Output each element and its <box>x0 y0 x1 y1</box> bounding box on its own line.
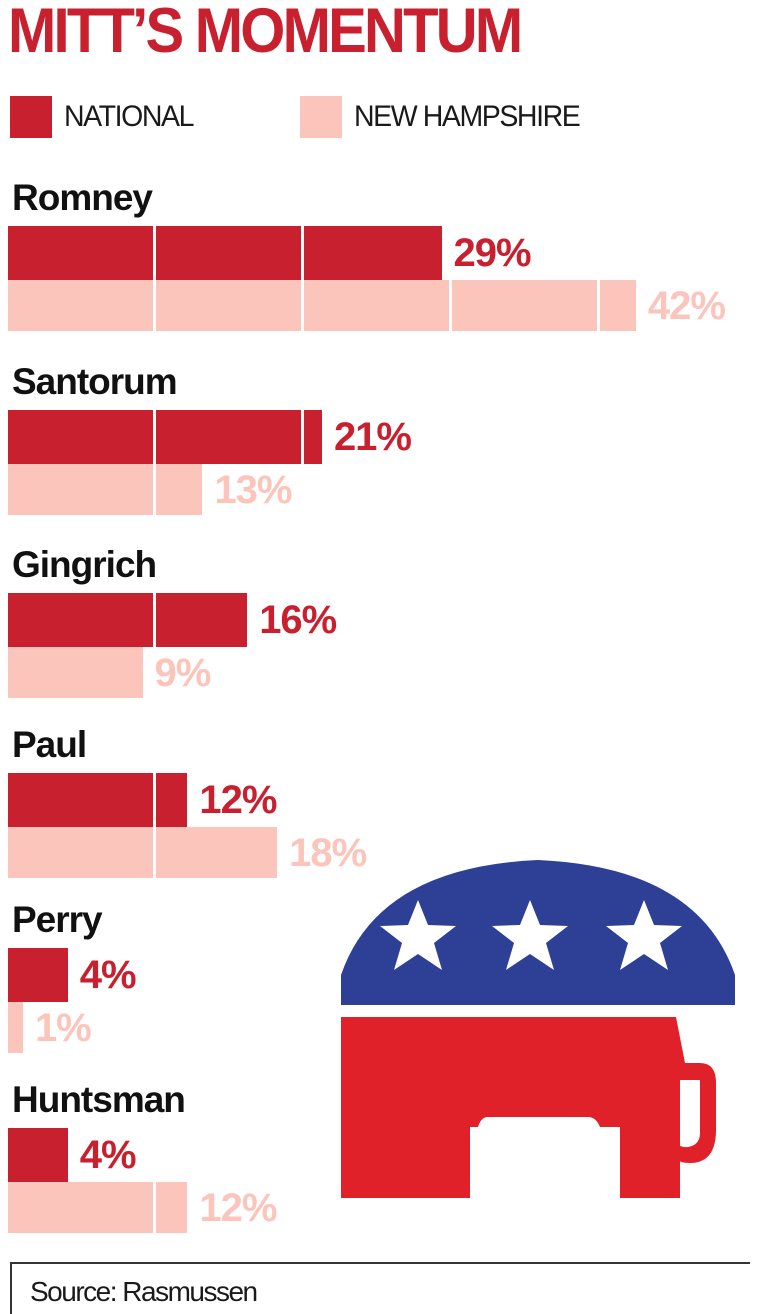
bar-new-hampshire-romney <box>8 280 636 331</box>
bar-segment <box>8 1182 153 1233</box>
value-label-new-hampshire-romney: 42% <box>647 283 726 328</box>
legend-label-new-hampshire: NEW HAMPSHIRE <box>354 100 581 133</box>
logo-star-1-icon <box>380 900 456 970</box>
bar-segment <box>8 1128 68 1182</box>
bar-segment <box>156 827 278 878</box>
candidate-name-perry: Perry <box>12 899 103 940</box>
source-frame-horizontal <box>10 1262 750 1264</box>
bar-segment <box>8 410 153 464</box>
bar-segment <box>156 410 301 464</box>
bar-national-huntsman <box>8 1128 68 1182</box>
bar-new-hampshire-paul <box>8 827 278 878</box>
source-frame-vertical <box>10 1262 12 1314</box>
candidate-name-paul: Paul <box>12 724 87 765</box>
chart-title: MITT’S MOMENTUM <box>8 0 523 66</box>
value-label-national-romney: 29% <box>453 231 532 275</box>
source-note: Source: Rasmussen <box>30 1276 258 1307</box>
value-label-national-huntsman: 4% <box>79 1133 137 1177</box>
bar-segment <box>156 773 188 827</box>
republican-elephant-logo <box>341 860 735 1198</box>
bar-segment <box>8 226 153 280</box>
value-label-new-hampshire-perry: 1% <box>34 1005 92 1050</box>
value-label-national-perry: 4% <box>79 953 137 997</box>
bar-segment <box>304 410 322 464</box>
bar-segment <box>156 226 301 280</box>
bar-new-hampshire-gingrich <box>8 647 143 698</box>
bar-national-paul <box>8 773 188 827</box>
bar-segment <box>156 593 248 647</box>
bar-national-perry <box>8 948 68 1002</box>
legend-national: NATIONAL <box>10 96 200 138</box>
candidate-name-romney: Romney <box>12 177 153 218</box>
bar-segment <box>304 226 442 280</box>
logo-star-2-icon <box>492 900 568 970</box>
logo-star-3-icon <box>606 900 682 970</box>
bar-segment <box>8 647 143 698</box>
bar-segment <box>156 464 203 515</box>
legend-new-hampshire: NEW HAMPSHIRE <box>300 96 591 138</box>
bar-segment <box>8 773 153 827</box>
bar-new-hampshire-huntsman <box>8 1182 188 1233</box>
value-label-national-gingrich: 16% <box>259 598 337 642</box>
legend-swatch-new-hampshire <box>300 96 342 138</box>
legend-swatch-national <box>10 96 52 138</box>
value-label-new-hampshire-paul: 18% <box>289 830 367 875</box>
bar-segment <box>8 280 153 331</box>
candidate-name-gingrich: Gingrich <box>12 544 157 585</box>
value-label-national-paul: 12% <box>199 778 277 822</box>
bar-national-gingrich <box>8 593 248 647</box>
bar-segment <box>304 280 449 331</box>
value-label-new-hampshire-gingrich: 9% <box>154 650 212 695</box>
candidate-name-huntsman: Huntsman <box>12 1079 186 1120</box>
bar-segment <box>8 464 153 515</box>
bar-new-hampshire-santorum <box>8 464 203 515</box>
bar-national-santorum <box>8 410 322 464</box>
bar-segment <box>156 1182 188 1233</box>
value-label-national-santorum: 21% <box>333 415 412 459</box>
logo-red-body <box>341 1017 716 1198</box>
bar-segment <box>8 593 153 647</box>
legend-label-national: NATIONAL <box>64 100 194 133</box>
bar-national-romney <box>8 226 442 280</box>
bar-segment <box>156 280 301 331</box>
bar-new-hampshire-perry <box>8 1002 23 1053</box>
bar-segment <box>8 827 153 878</box>
candidate-name-santorum: Santorum <box>12 361 178 402</box>
bar-segment <box>452 280 597 331</box>
bar-segment <box>600 280 636 331</box>
value-label-new-hampshire-huntsman: 12% <box>199 1185 277 1230</box>
bar-segment <box>8 948 68 1002</box>
bar-segment <box>8 1002 23 1053</box>
value-label-new-hampshire-santorum: 13% <box>214 467 292 512</box>
